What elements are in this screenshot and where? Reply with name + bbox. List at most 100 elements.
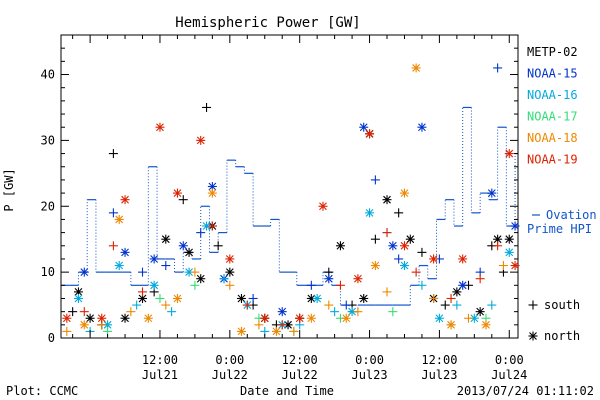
noaa-15-point [161,261,171,271]
noaa-19-point [277,320,287,330]
noaa-15-point [458,280,468,290]
noaa-19-point [155,122,165,132]
noaa-16-point [365,208,375,218]
noaa-19-point [353,274,363,284]
metp-02-point [236,293,246,303]
x-tick-label-date: Jul21 [142,368,178,382]
noaa-18-point [306,313,316,323]
noaa-16-point [73,293,83,303]
noaa-17-point [155,293,165,303]
noaa-15-point [417,122,427,132]
y-axis: 0 10 20 30 40 [41,47,518,345]
noaa-19-point [318,201,328,211]
noaa-19-point [62,313,72,323]
noaa-19-point [429,254,439,264]
noaa-18-point [271,326,281,336]
noaa-19-point [108,241,118,251]
noaa-19-point [207,221,217,231]
metp-02-point [184,247,194,257]
noaa-16-point [469,313,479,323]
noaa-15-point [370,175,380,185]
metp-02-point [178,195,188,205]
noaa-17-point [190,280,200,290]
noaa-15-point [493,63,503,73]
noaa-15-point [388,241,398,251]
metp-02-point [68,307,78,317]
noaa-15-point [196,228,206,238]
metp-02-point [138,293,148,303]
noaa-15-point [306,280,316,290]
noaa-16-point [417,280,427,290]
legend-noaa-17: NOAA-17 [527,110,578,124]
noaa-16-point [114,261,124,271]
metp-02-point [504,234,514,244]
noaa-18-point [254,320,264,330]
noaa-19-point [295,313,305,323]
legend-noaa-15: NOAA-15 [527,67,578,81]
noaa-19-point [120,195,130,205]
noaa-15-point [277,307,287,317]
noaa-15-point [487,188,497,198]
noaa-16-point [330,307,340,317]
noaa-19-point [510,261,520,271]
x-tick-label-time: 0:00 [495,353,524,367]
noaa-19-point [242,300,252,310]
x-tick-label-date: Jul23 [351,368,387,382]
chart-title: Hemispheric Power [GW] [175,15,360,31]
noaa-15-point [149,254,159,264]
noaa-16-point [219,274,229,284]
noaa-15-point [120,247,130,257]
noaa-18-point [207,188,217,198]
x-tick-label-date: Jul23 [421,368,457,382]
noaa-15-point [138,267,148,277]
noaa-18-point [62,326,72,336]
noaa-16-point [132,300,142,310]
footer-plot-by: Plot: CCMC [6,384,78,398]
noaa-19-point [172,188,182,198]
noaa-18-point [370,261,380,271]
noaa-18-point [190,267,200,277]
legend-noaa-16: NOAA-16 [527,88,578,102]
x-tick-label-date: Jul24 [491,368,527,382]
metp-02-point [225,267,235,277]
metp-02-point [440,300,450,310]
noaa-15-point [510,221,520,231]
y-axis-label: P [GW] [2,168,16,211]
metp-02-point [382,195,392,205]
noaa-15-point [341,300,351,310]
noaa-18-point [341,313,351,323]
x-tick-label-time: 0:00 [355,353,384,367]
metp-02-point [213,241,223,251]
metp-02-point [161,234,171,244]
marker-legend: south north [528,298,580,343]
ovation-prime-legend: Ovation Prime HPI [527,208,597,236]
noaa-19-point [138,287,148,297]
metp-02-point [405,234,415,244]
y-tick-label: 40 [41,68,55,82]
noaa-18-point [464,313,474,323]
noaa-18-point [382,287,392,297]
noaa-18-point [429,293,439,303]
x-axis-label: Date and Time [240,384,334,398]
noaa-18-point [79,320,89,330]
metp-02-point [370,234,380,244]
noaa-18-point [446,320,456,330]
noaa-16-point [399,261,409,271]
legend-noaa-19: NOAA-19 [527,153,578,167]
x-tick-label-time: 12:00 [421,353,457,367]
marker-legend-symbol [528,331,538,341]
legend-metp-02: METP-02 [527,45,578,59]
noaa-18-point [353,307,363,317]
legend: METP-02 NOAA-15 NOAA-16 NOAA-17 NOAA-18 NOAA-… [527,45,578,167]
noaa-18-point [498,261,508,271]
noaa-18-point [143,313,153,323]
noaa-16-point [167,307,177,317]
noaa-15-point [79,267,89,277]
noaa-19-point [260,313,270,323]
noaa-15-point [108,208,118,218]
noaa-19-point [493,241,503,251]
plot-frame [60,34,519,339]
noaa-15-point [394,254,404,264]
noaa-19-point [382,228,392,238]
